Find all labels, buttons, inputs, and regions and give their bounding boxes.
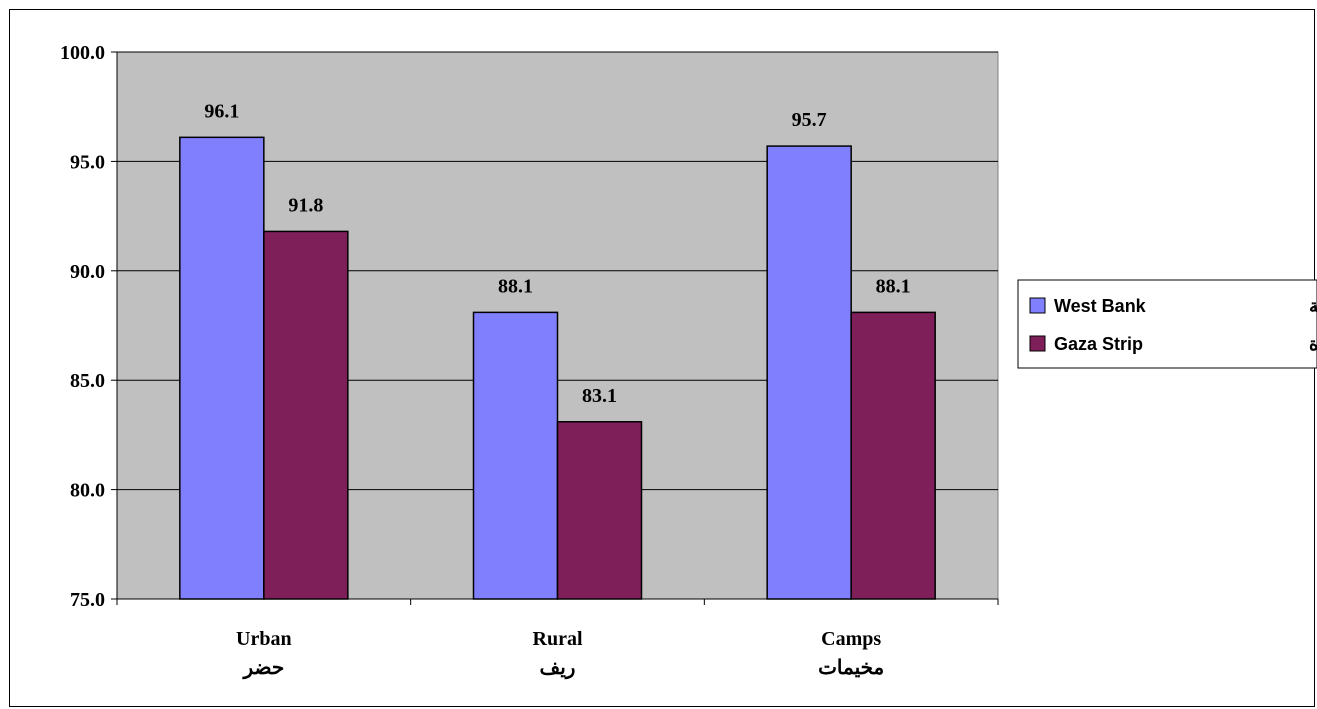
bar-gaza-strip-rural: [556, 421, 643, 600]
bar-gaza-strip-urban: [263, 230, 349, 600]
bar-west-bank-urban: [179, 136, 265, 600]
data-label: 88.1: [498, 275, 533, 297]
data-label: 88.1: [876, 275, 911, 297]
y-tick-label: 90.0: [70, 261, 105, 283]
x-category-label-ar: مخيمات: [818, 657, 884, 679]
y-tick-label: 95.0: [70, 151, 105, 173]
legend-label-ar: قطاع غزة: [1309, 334, 1317, 355]
y-tick-label: 100.0: [60, 42, 105, 64]
y-tick-label: 75.0: [70, 589, 105, 611]
data-label: 83.1: [582, 385, 617, 407]
data-label: 91.8: [288, 194, 323, 216]
legend-label-gaza-strip: Gaza Strip: [1054, 334, 1143, 354]
x-category-label: Rural: [533, 628, 583, 650]
legend-swatch-gaza-strip: [1029, 335, 1046, 352]
bar-gaza-strip-camps: [850, 311, 936, 600]
x-category-label: Camps: [821, 628, 881, 650]
x-category-label: Urban: [236, 628, 292, 650]
x-category-label-ar: ريف: [540, 657, 576, 680]
data-label: 96.1: [204, 100, 239, 122]
x-category-label-ar: حضر: [241, 657, 284, 680]
bar-west-bank-camps: [766, 145, 852, 600]
bar-west-bank-rural: [472, 311, 559, 600]
y-tick-label: 85.0: [70, 370, 105, 392]
legend-label-west-bank: West Bank: [1054, 296, 1147, 316]
y-tick-label: 80.0: [70, 480, 105, 502]
legend-box: [1017, 279, 1317, 369]
legend-swatch-west-bank: [1029, 297, 1046, 314]
data-label: 95.7: [792, 109, 827, 131]
legend-label-ar: الضفة الغربية: [1309, 296, 1317, 317]
